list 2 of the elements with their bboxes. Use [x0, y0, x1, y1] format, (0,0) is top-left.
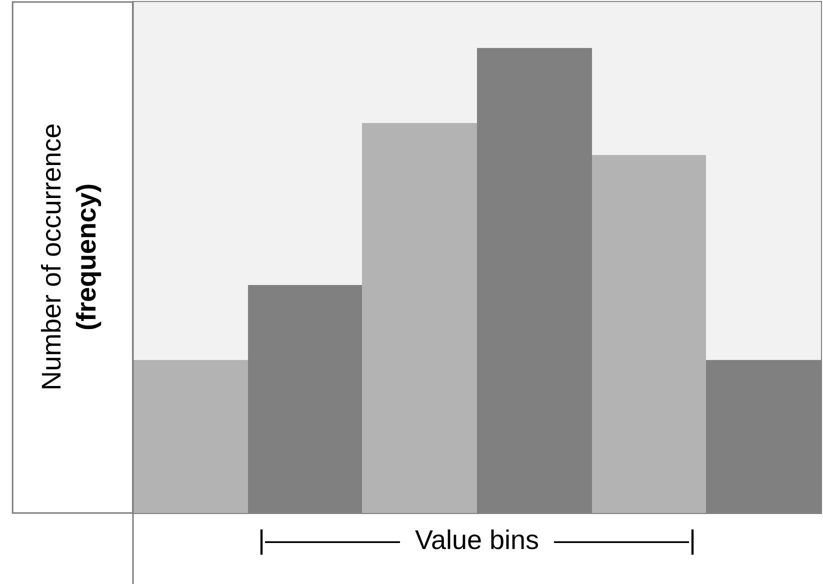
y-axis-title: Number of occurrence (frequency) [36, 123, 102, 391]
x-axis-title: |————— Value bins —————| [258, 524, 696, 555]
